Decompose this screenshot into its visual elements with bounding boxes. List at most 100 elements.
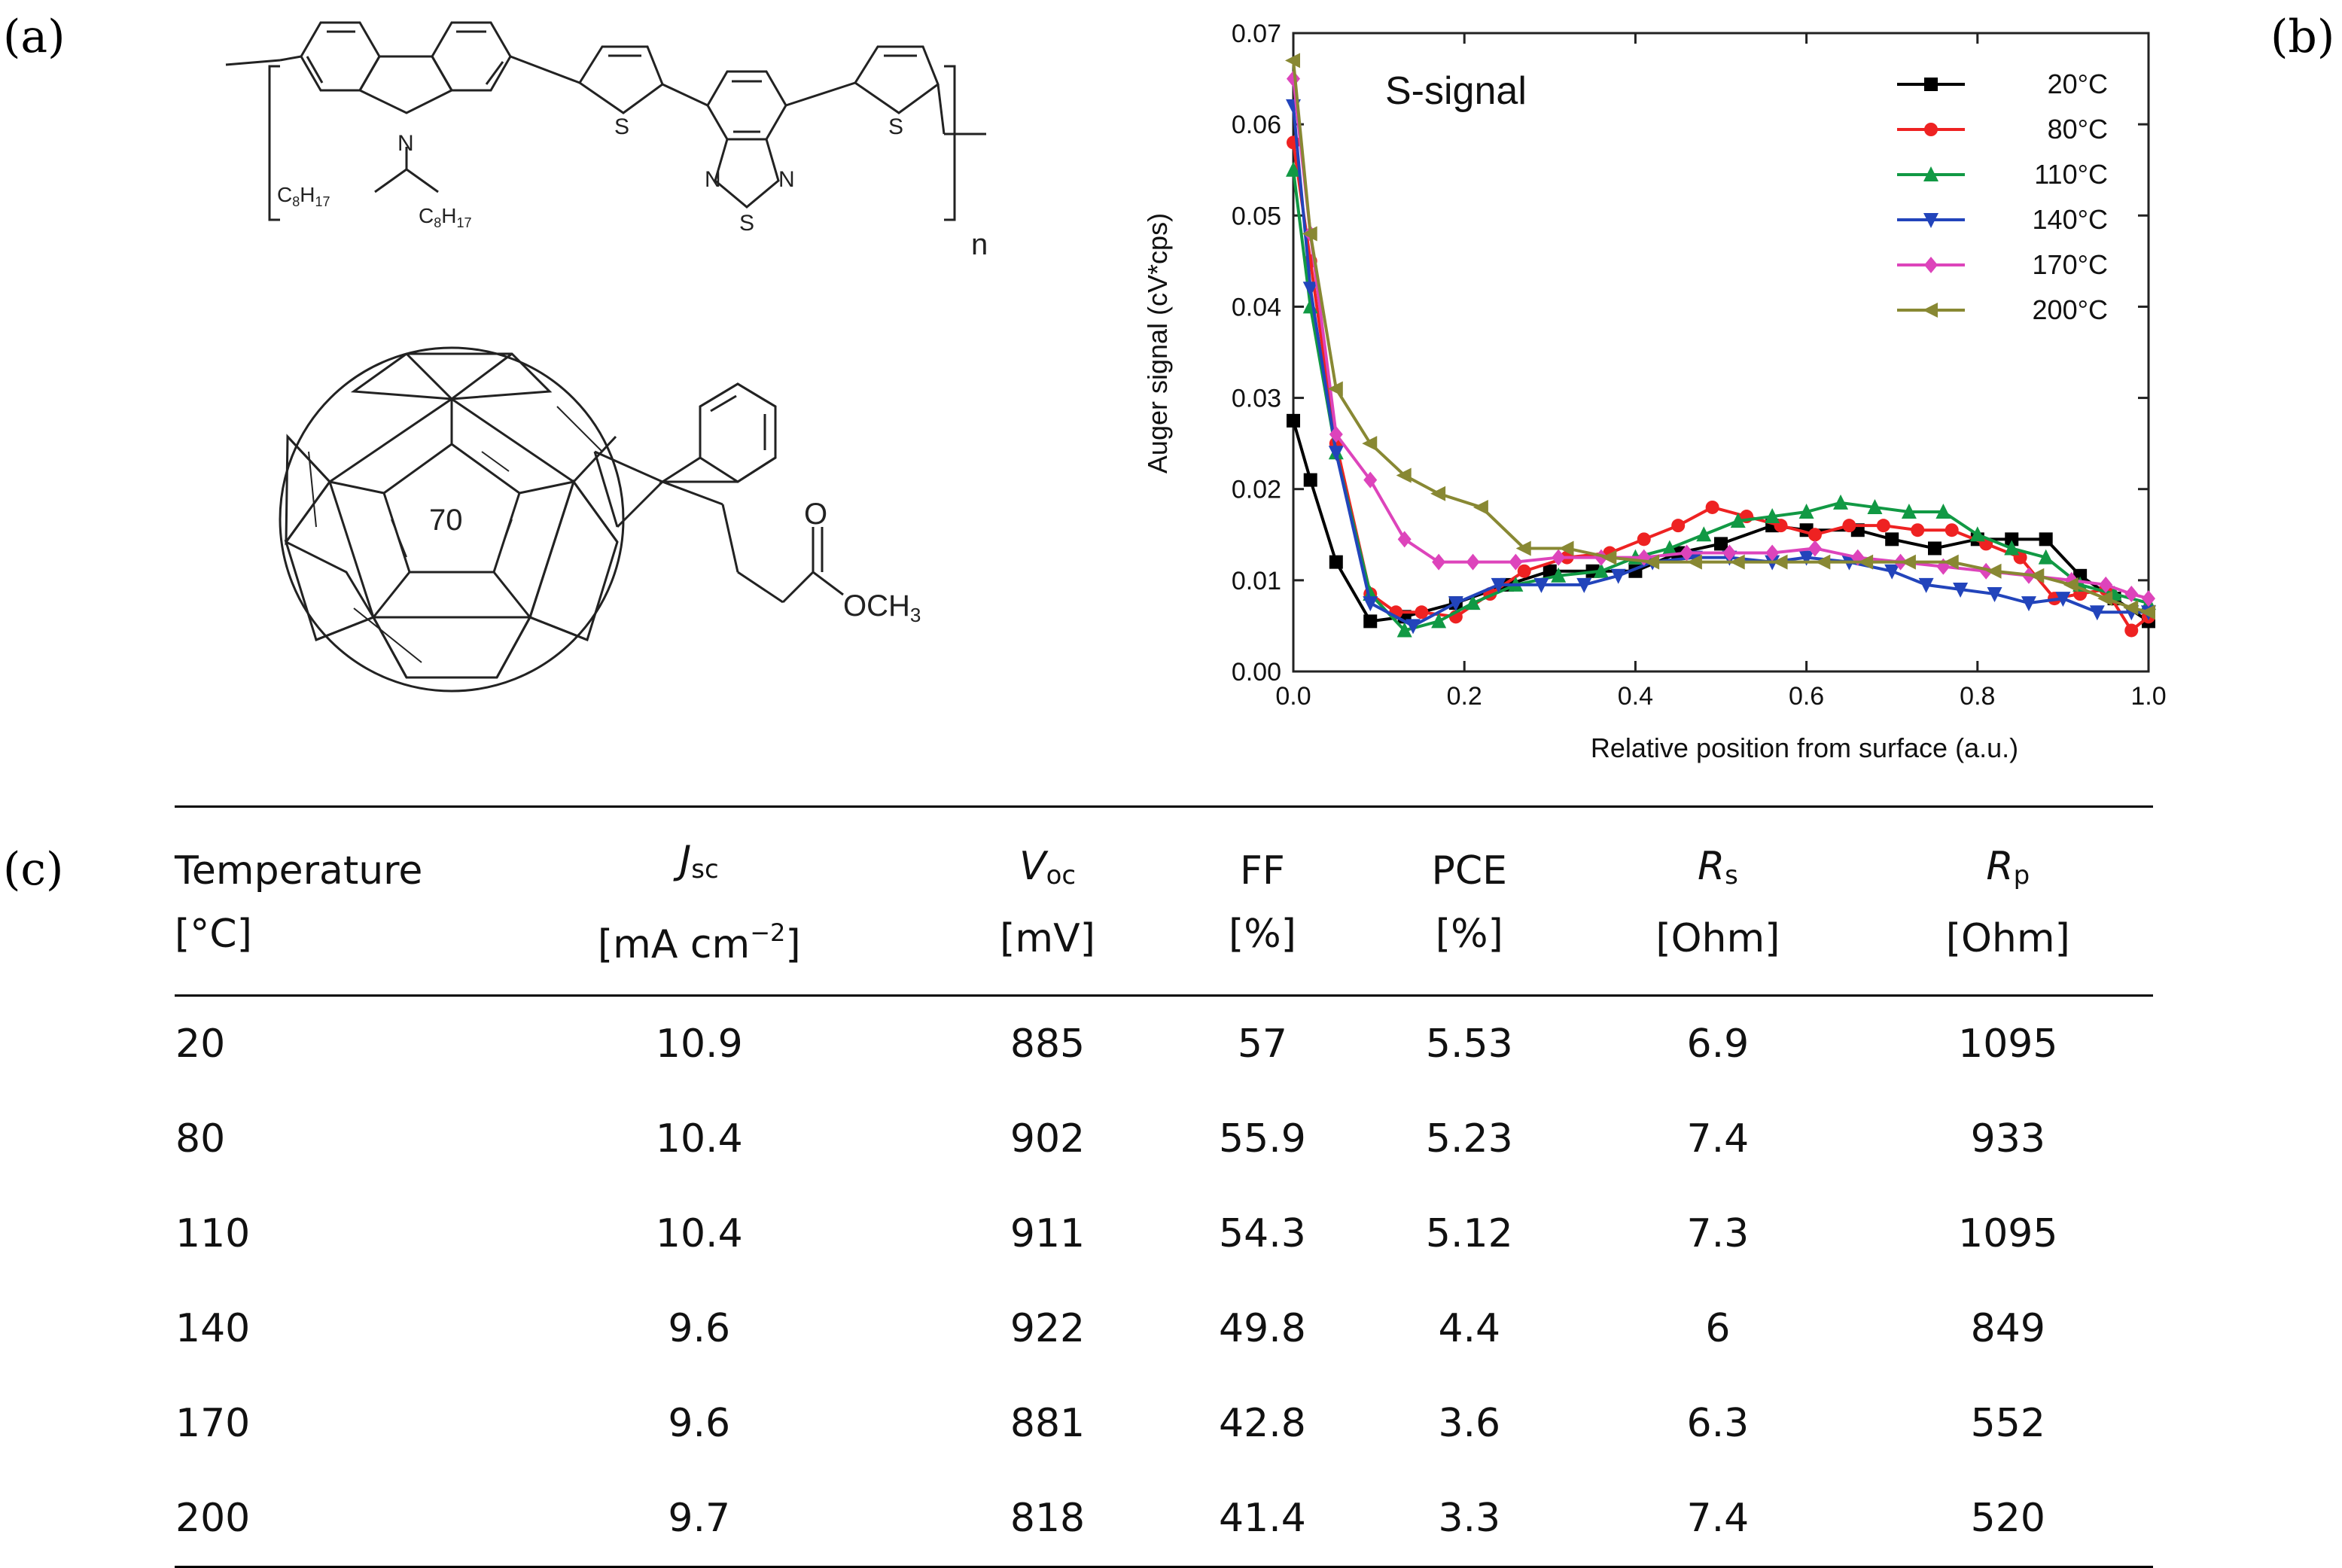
cell-rp: 520 — [1970, 1496, 2045, 1541]
alkyl-substituent-right: C8H17 — [419, 204, 472, 230]
header-rp: Rp [Ohm] — [1945, 844, 2070, 961]
series-5 — [1285, 53, 2155, 620]
y-tick-label: 0.07 — [1232, 20, 1281, 48]
data-point — [1303, 473, 1317, 487]
header-pce: PCE [%] — [1431, 848, 1508, 957]
data-point — [1842, 519, 1856, 533]
y-tick-label: 0.04 — [1232, 293, 1281, 321]
cell-pce: 3.3 — [1438, 1496, 1501, 1541]
data-point — [2039, 532, 2053, 547]
cell-pce: 3.6 — [1438, 1401, 1501, 1446]
x-tick-label: 0.4 — [1618, 682, 1653, 711]
data-point — [1363, 596, 1378, 612]
panel-label-a: (a) — [3, 11, 65, 63]
data-point — [1558, 540, 1574, 556]
data-point — [1722, 544, 1737, 562]
table-row: 80 10.4 902 55.9 5.23 7.4 933 — [175, 1092, 2153, 1186]
cell-pce: 4.4 — [1438, 1306, 1501, 1351]
data-point — [1406, 619, 1421, 635]
data-point — [1867, 498, 1883, 514]
sulfur-atom-thiophene1: S — [614, 114, 629, 139]
data-point — [1730, 513, 1746, 528]
auger-depth-profile-chart: 0.0 0.2 0.4 0.6 0.8 1.0 0.00 0.01 0.02 0.03 0.04 0.… — [1142, 20, 2167, 763]
legend-swatch-marker — [1923, 213, 1938, 228]
data-point — [1705, 500, 1719, 514]
data-point — [1491, 577, 1506, 593]
data-point — [1772, 554, 1788, 570]
legend-label: 140°C — [2033, 204, 2108, 235]
cell-ff: 55.9 — [1219, 1116, 1306, 1162]
cell-rp: 849 — [1970, 1306, 2045, 1351]
cell-temperature: 20 — [175, 1021, 226, 1067]
legend-label: 170°C — [2033, 249, 2108, 280]
cell-ff: 54.3 — [1219, 1211, 1306, 1256]
cell-rs: 6.9 — [1686, 1021, 1750, 1067]
chart-title: S-signal — [1385, 69, 1527, 113]
data-point — [2005, 532, 2019, 547]
data-point — [1363, 614, 1378, 629]
data-point — [1363, 471, 1378, 489]
data-point — [1286, 161, 1301, 177]
data-point — [1466, 553, 1480, 571]
data-point — [1328, 446, 1344, 461]
cell-rp: 552 — [1970, 1401, 2045, 1446]
panel-label-b: (b) — [2270, 11, 2335, 63]
header-temperature: Temperature [°C] — [175, 848, 423, 957]
data-point — [2124, 623, 2139, 638]
y-tick-label: 0.00 — [1232, 658, 1281, 687]
cell-pce: 5.23 — [1425, 1116, 1513, 1162]
data-point — [2021, 596, 2036, 612]
data-point — [2097, 591, 2113, 607]
data-point — [1431, 613, 1447, 629]
data-point — [1953, 582, 1969, 598]
series-line — [1292, 420, 2150, 623]
cell-rp: 1095 — [1958, 1211, 2058, 1256]
table-row: 140 9.6 922 49.8 4.4 6 849 — [175, 1281, 2153, 1376]
nitrogen-atom-carbazole: N — [397, 131, 414, 156]
data-point — [2099, 576, 2113, 593]
data-point — [1644, 554, 1660, 570]
chart-plot-area — [1292, 32, 2150, 673]
data-point — [1302, 226, 1317, 242]
legend-swatch-marker — [1923, 303, 1938, 318]
legend-swatch-marker — [1924, 257, 1938, 273]
data-point — [2055, 592, 2071, 607]
cell-jsc: 10.4 — [655, 1211, 743, 1256]
data-point — [1714, 537, 1728, 551]
header-ff: FF [%] — [1228, 848, 1296, 957]
x-tick-label: 1.0 — [2130, 682, 2166, 711]
data-point — [1808, 540, 1822, 557]
data-point — [2142, 590, 2155, 607]
legend-label: 20°C — [2048, 69, 2108, 99]
data-point — [1396, 467, 1412, 483]
x-tick-label: 0.2 — [1447, 682, 1482, 711]
data-point — [2063, 577, 2079, 592]
legend-swatch-marker — [1923, 166, 1938, 181]
header-rs: Rs [Ohm] — [1655, 844, 1780, 961]
data-point — [1686, 554, 1702, 570]
data-point — [1285, 53, 1300, 69]
data-point — [1808, 528, 1822, 542]
series-0 — [1287, 413, 2155, 629]
cell-rs: 7.4 — [1686, 1496, 1750, 1541]
data-point — [2140, 604, 2155, 620]
data-point — [1979, 562, 1993, 580]
cell-temperature: 80 — [175, 1116, 226, 1162]
data-point — [1329, 555, 1343, 569]
table-row: 200 9.7 818 41.4 3.3 7.4 520 — [175, 1471, 2153, 1567]
data-point — [1327, 381, 1343, 397]
performance-table-container: Temperature [°C] Jsc [mA cm−2] Voc [mV] … — [175, 805, 2153, 1568]
cell-ff: 49.8 — [1219, 1306, 1306, 1351]
data-point — [1729, 554, 1745, 570]
cell-ff: 41.4 — [1219, 1496, 1306, 1541]
data-point — [1432, 553, 1446, 571]
data-point — [1900, 554, 1916, 570]
data-point — [1543, 564, 1557, 578]
data-point — [1637, 532, 1651, 547]
chart-series-group — [1285, 53, 2156, 638]
cell-voc: 881 — [1010, 1401, 1086, 1446]
cell-rs: 7.3 — [1686, 1211, 1750, 1256]
data-point — [1465, 595, 1481, 610]
data-point — [1765, 544, 1780, 562]
table-row: 110 10.4 911 54.3 5.12 7.3 1095 — [175, 1186, 2153, 1281]
